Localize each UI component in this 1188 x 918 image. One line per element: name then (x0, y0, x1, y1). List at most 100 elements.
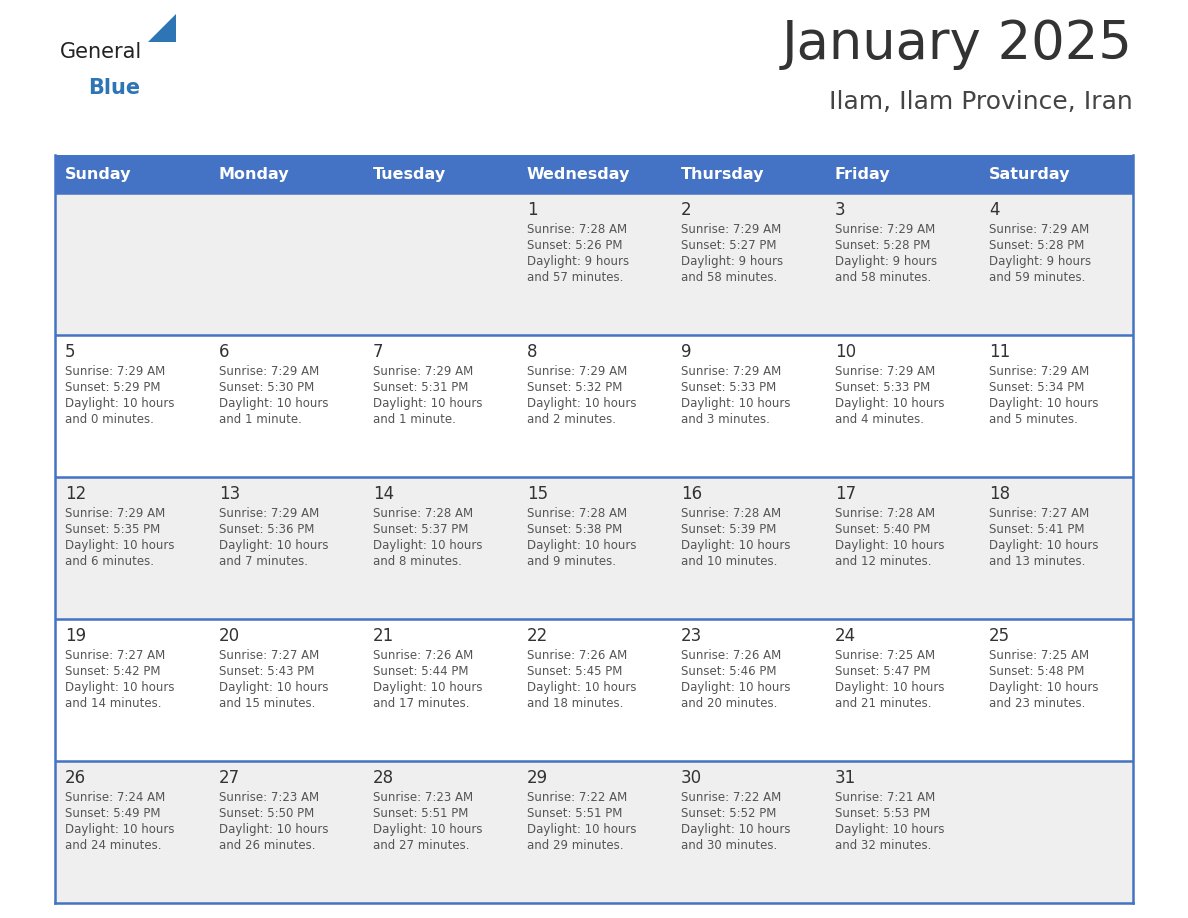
Text: Sunrise: 7:26 AM: Sunrise: 7:26 AM (527, 649, 627, 662)
Bar (979, 477, 1133, 619)
Text: and 59 minutes.: and 59 minutes. (988, 271, 1086, 284)
Text: 15: 15 (527, 485, 548, 503)
Text: Sunrise: 7:27 AM: Sunrise: 7:27 AM (988, 507, 1089, 520)
Bar (517, 619, 671, 761)
Text: and 3 minutes.: and 3 minutes. (681, 413, 770, 426)
Text: Daylight: 10 hours: Daylight: 10 hours (219, 681, 329, 694)
Text: Sunset: 5:46 PM: Sunset: 5:46 PM (681, 665, 777, 678)
Bar (55, 155, 209, 193)
Text: and 7 minutes.: and 7 minutes. (219, 555, 308, 568)
Text: 11: 11 (988, 343, 1010, 361)
Bar (824, 193, 979, 335)
Text: Sunrise: 7:29 AM: Sunrise: 7:29 AM (219, 365, 320, 378)
Text: 24: 24 (835, 627, 857, 645)
Text: Sunrise: 7:29 AM: Sunrise: 7:29 AM (835, 223, 935, 236)
Text: and 0 minutes.: and 0 minutes. (65, 413, 154, 426)
Text: and 30 minutes.: and 30 minutes. (681, 839, 777, 852)
Text: 23: 23 (681, 627, 702, 645)
Text: Sunrise: 7:27 AM: Sunrise: 7:27 AM (65, 649, 165, 662)
Bar (671, 619, 824, 761)
Text: Sunrise: 7:27 AM: Sunrise: 7:27 AM (219, 649, 320, 662)
Text: Sunrise: 7:29 AM: Sunrise: 7:29 AM (681, 223, 782, 236)
Text: and 20 minutes.: and 20 minutes. (681, 697, 777, 710)
Text: Daylight: 9 hours: Daylight: 9 hours (681, 255, 783, 268)
Text: Sunday: Sunday (65, 166, 132, 182)
Text: 28: 28 (373, 769, 394, 787)
Text: Sunrise: 7:29 AM: Sunrise: 7:29 AM (835, 365, 935, 378)
Text: Sunset: 5:51 PM: Sunset: 5:51 PM (527, 807, 623, 820)
Text: 30: 30 (681, 769, 702, 787)
Text: 12: 12 (65, 485, 87, 503)
Text: Sunset: 5:32 PM: Sunset: 5:32 PM (527, 381, 623, 394)
Bar (979, 155, 1133, 193)
Bar (209, 193, 364, 335)
Text: Sunrise: 7:28 AM: Sunrise: 7:28 AM (681, 507, 782, 520)
Bar (364, 155, 517, 193)
Text: Daylight: 10 hours: Daylight: 10 hours (527, 823, 637, 836)
Text: Ilam, Ilam Province, Iran: Ilam, Ilam Province, Iran (829, 90, 1133, 114)
Text: Sunset: 5:39 PM: Sunset: 5:39 PM (681, 523, 777, 536)
Bar (209, 335, 364, 477)
Text: Sunset: 5:29 PM: Sunset: 5:29 PM (65, 381, 160, 394)
Text: Daylight: 10 hours: Daylight: 10 hours (65, 681, 175, 694)
Text: Sunset: 5:34 PM: Sunset: 5:34 PM (988, 381, 1085, 394)
Bar (364, 335, 517, 477)
Bar (517, 477, 671, 619)
Bar (517, 335, 671, 477)
Text: Sunrise: 7:28 AM: Sunrise: 7:28 AM (835, 507, 935, 520)
Text: Sunset: 5:44 PM: Sunset: 5:44 PM (373, 665, 468, 678)
Text: 3: 3 (835, 201, 846, 219)
Text: Sunrise: 7:24 AM: Sunrise: 7:24 AM (65, 791, 165, 804)
Bar (517, 155, 671, 193)
Text: Daylight: 9 hours: Daylight: 9 hours (527, 255, 630, 268)
Text: Sunrise: 7:28 AM: Sunrise: 7:28 AM (527, 507, 627, 520)
Bar (517, 193, 671, 335)
Bar (671, 335, 824, 477)
Text: Sunset: 5:28 PM: Sunset: 5:28 PM (835, 239, 930, 252)
Text: Daylight: 9 hours: Daylight: 9 hours (835, 255, 937, 268)
Text: Sunset: 5:50 PM: Sunset: 5:50 PM (219, 807, 315, 820)
Text: Wednesday: Wednesday (527, 166, 631, 182)
Bar (364, 619, 517, 761)
Text: Daylight: 10 hours: Daylight: 10 hours (681, 823, 790, 836)
Text: Daylight: 10 hours: Daylight: 10 hours (527, 681, 637, 694)
Text: Tuesday: Tuesday (373, 166, 447, 182)
Text: 20: 20 (219, 627, 240, 645)
Text: 22: 22 (527, 627, 548, 645)
Text: Daylight: 10 hours: Daylight: 10 hours (527, 539, 637, 552)
Text: and 23 minutes.: and 23 minutes. (988, 697, 1086, 710)
Text: Daylight: 10 hours: Daylight: 10 hours (373, 397, 482, 410)
Text: and 10 minutes.: and 10 minutes. (681, 555, 777, 568)
Text: 17: 17 (835, 485, 857, 503)
Text: 18: 18 (988, 485, 1010, 503)
Text: and 57 minutes.: and 57 minutes. (527, 271, 624, 284)
Text: Sunset: 5:47 PM: Sunset: 5:47 PM (835, 665, 930, 678)
Polygon shape (148, 14, 176, 42)
Text: Daylight: 10 hours: Daylight: 10 hours (835, 397, 944, 410)
Text: 26: 26 (65, 769, 86, 787)
Text: and 2 minutes.: and 2 minutes. (527, 413, 617, 426)
Text: and 27 minutes.: and 27 minutes. (373, 839, 469, 852)
Bar (364, 761, 517, 903)
Text: Sunset: 5:43 PM: Sunset: 5:43 PM (219, 665, 315, 678)
Text: Daylight: 10 hours: Daylight: 10 hours (373, 539, 482, 552)
Text: and 58 minutes.: and 58 minutes. (681, 271, 777, 284)
Text: Sunrise: 7:21 AM: Sunrise: 7:21 AM (835, 791, 935, 804)
Text: 13: 13 (219, 485, 240, 503)
Text: Daylight: 10 hours: Daylight: 10 hours (219, 539, 329, 552)
Text: Sunrise: 7:29 AM: Sunrise: 7:29 AM (988, 223, 1089, 236)
Text: Sunset: 5:33 PM: Sunset: 5:33 PM (835, 381, 930, 394)
Text: 2: 2 (681, 201, 691, 219)
Text: Sunrise: 7:22 AM: Sunrise: 7:22 AM (527, 791, 627, 804)
Bar (209, 477, 364, 619)
Text: Sunrise: 7:29 AM: Sunrise: 7:29 AM (681, 365, 782, 378)
Text: and 1 minute.: and 1 minute. (219, 413, 302, 426)
Text: and 29 minutes.: and 29 minutes. (527, 839, 624, 852)
Bar (824, 335, 979, 477)
Text: Sunset: 5:33 PM: Sunset: 5:33 PM (681, 381, 776, 394)
Text: 8: 8 (527, 343, 537, 361)
Bar (979, 193, 1133, 335)
Text: Saturday: Saturday (988, 166, 1070, 182)
Text: Daylight: 10 hours: Daylight: 10 hours (835, 823, 944, 836)
Text: Sunset: 5:52 PM: Sunset: 5:52 PM (681, 807, 777, 820)
